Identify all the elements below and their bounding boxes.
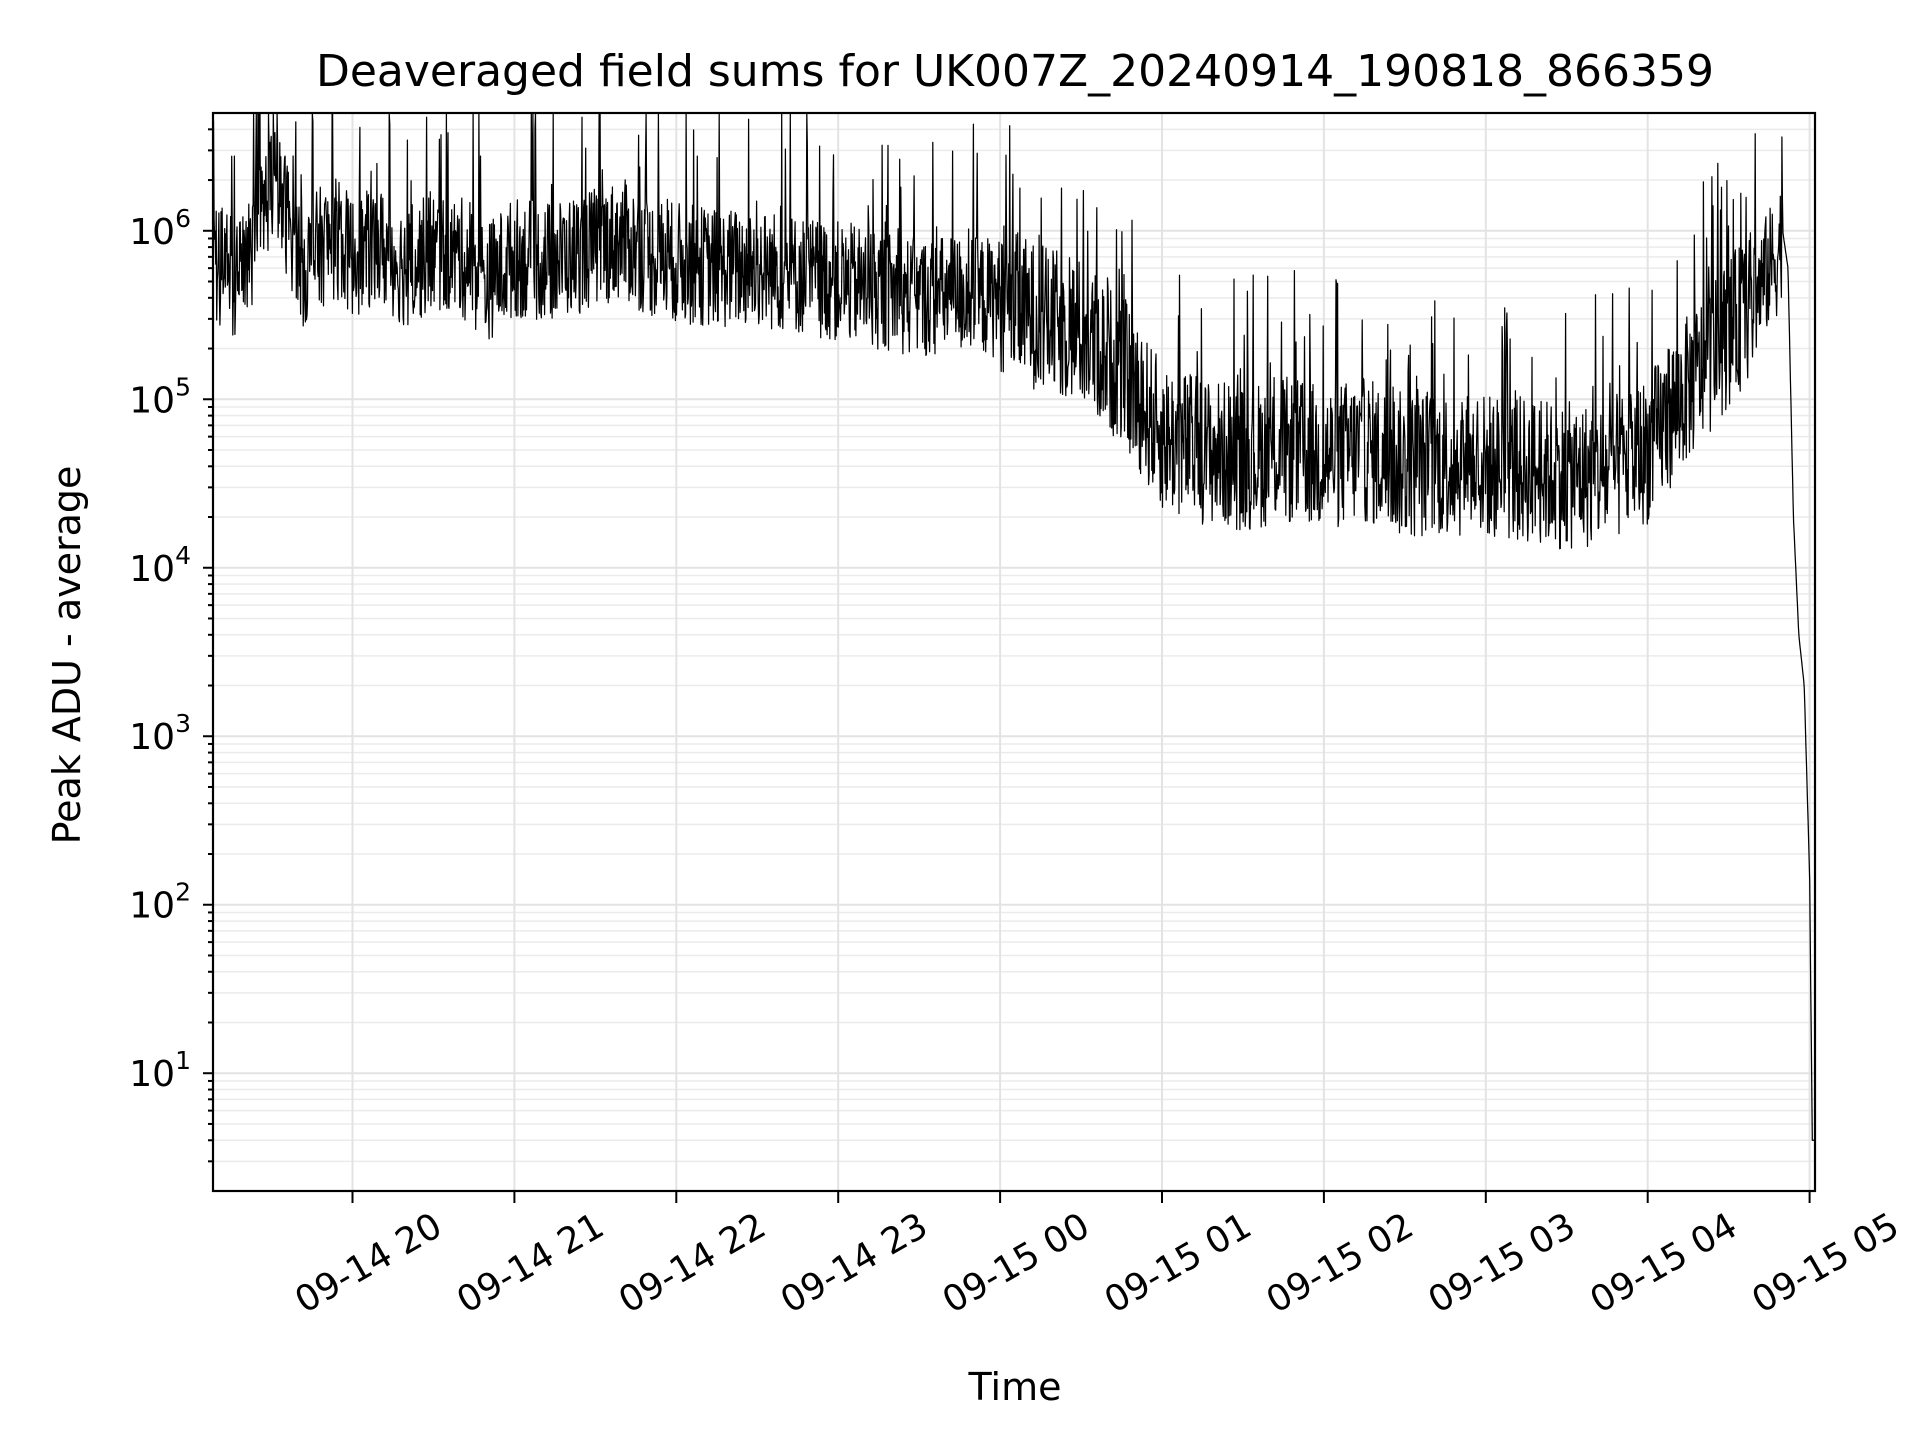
y-tick-label: 103 [129, 709, 191, 758]
y-tick-label: 102 [129, 878, 191, 927]
y-tick-label: 101 [129, 1046, 191, 1095]
series-line [212, 112, 1816, 1141]
y-tick-label: 106 [129, 204, 191, 253]
x-axis-label: Time [968, 1365, 1062, 1409]
axes-frame [211, 111, 1817, 1193]
chart-title: Deaveraged field sums for UK007Z_2024091… [316, 46, 1714, 97]
y-tick-label: 105 [129, 372, 191, 421]
y-tick-label: 104 [129, 541, 191, 590]
y-axis-label: Peak ADU - average [45, 466, 89, 845]
